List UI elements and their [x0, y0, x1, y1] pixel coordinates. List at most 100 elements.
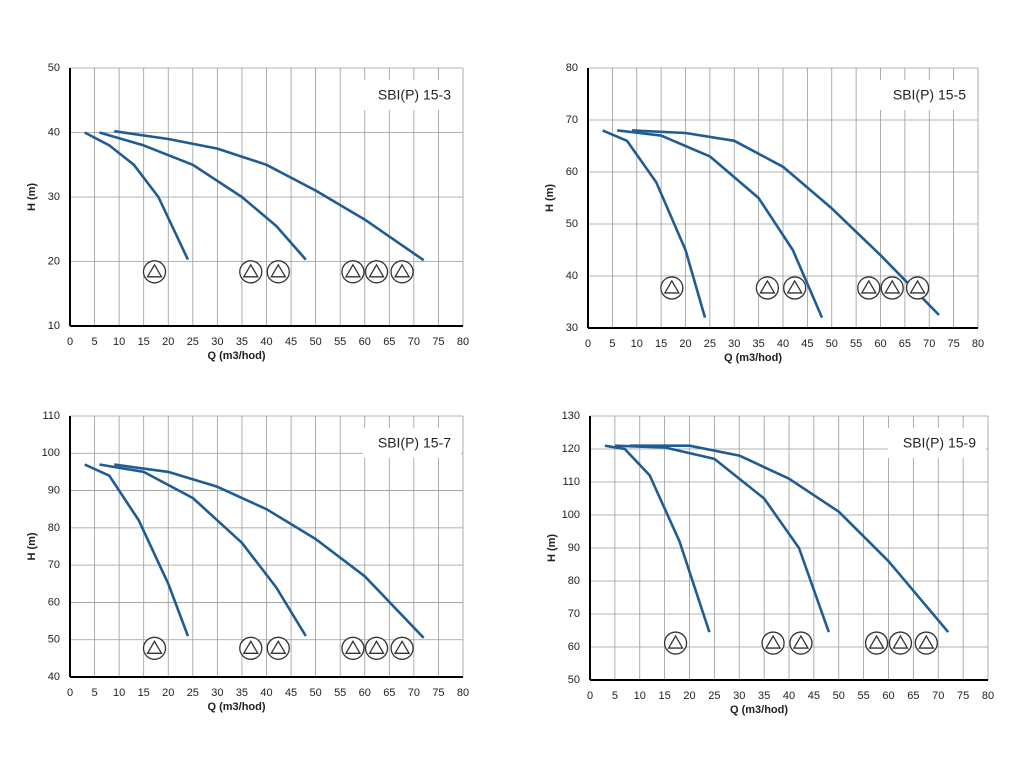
x-tick-label: 20 [162, 336, 174, 348]
x-tick-label: 50 [833, 690, 845, 702]
chart-title: SBI(P) 15-9 [903, 435, 976, 451]
y-axis-label: H (m) [544, 184, 556, 212]
title-box [888, 428, 986, 458]
x-tick-label: 65 [383, 687, 395, 699]
x-tick-label: 50 [310, 336, 322, 348]
x-tick-label: 75 [957, 690, 969, 702]
x-tick-label: 25 [187, 336, 199, 348]
y-tick-label: 50 [568, 674, 580, 686]
pump-curve [99, 463, 307, 637]
pump-symbol-triangle [393, 639, 411, 654]
x-tick-label: 50 [826, 338, 838, 350]
x-tick-label: 75 [948, 338, 960, 350]
x-tick-label: 80 [457, 336, 469, 348]
pump-curve [631, 129, 940, 316]
y-tick-label: 50 [566, 218, 578, 230]
title-box [363, 428, 461, 458]
x-tick-label: 40 [260, 687, 272, 699]
y-tick-label: 30 [566, 322, 578, 334]
y-tick-label: 20 [48, 255, 60, 267]
pump-symbol-triangle [909, 279, 926, 294]
x-tick-label: 60 [882, 690, 894, 702]
y-tick-label: 50 [48, 634, 60, 646]
pump-symbol-triangle [868, 634, 885, 649]
y-tick-label: 60 [568, 641, 580, 653]
pump-symbol-triangle [667, 634, 684, 649]
x-tick-label: 65 [383, 336, 395, 348]
x-axis-label: Q (m3/hod) [730, 704, 788, 716]
x-tick-label: 45 [285, 336, 297, 348]
x-tick-label: 20 [162, 687, 174, 699]
y-tick-label: 70 [48, 559, 60, 571]
x-tick-label: 25 [704, 338, 716, 350]
x-tick-label: 5 [609, 338, 615, 350]
y-tick-label: 70 [568, 608, 580, 620]
x-tick-label: 5 [92, 687, 98, 699]
y-tick-label: 110 [562, 476, 580, 488]
pump-curve [84, 463, 190, 637]
pump-symbol-triangle [663, 279, 680, 294]
x-tick-label: 30 [728, 338, 740, 350]
pump-symbol-triangle [270, 263, 287, 278]
x-tick-label: 75 [432, 687, 444, 699]
x-tick-label: 25 [187, 687, 199, 699]
pump-symbol-triangle [393, 263, 411, 278]
title-box [878, 80, 976, 110]
x-tick-label: 45 [808, 690, 820, 702]
y-tick-label: 80 [48, 522, 60, 534]
x-tick-label: 10 [113, 687, 125, 699]
x-tick-label: 40 [777, 338, 789, 350]
x-tick-label: 30 [211, 687, 223, 699]
x-tick-label: 55 [850, 338, 862, 350]
x-tick-label: 5 [612, 690, 618, 702]
x-tick-label: 40 [260, 336, 272, 348]
x-tick-label: 20 [683, 690, 695, 702]
title-box [363, 80, 461, 110]
x-tick-label: 0 [587, 690, 593, 702]
pump-symbol-triangle [146, 639, 163, 654]
y-tick-label: 120 [562, 443, 580, 455]
x-tick-label: 80 [457, 687, 469, 699]
x-tick-label: 35 [236, 336, 248, 348]
y-tick-label: 60 [48, 596, 60, 608]
x-tick-label: 80 [972, 338, 984, 350]
pump-symbol-triangle [368, 263, 385, 278]
x-tick-label: 0 [585, 338, 591, 350]
x-tick-label: 40 [783, 690, 795, 702]
x-tick-label: 0 [67, 336, 73, 348]
x-tick-label: 75 [432, 336, 444, 348]
y-tick-label: 70 [566, 114, 578, 126]
x-axis-label: Q (m3/hod) [724, 352, 782, 364]
chart-panel: 0 5 10 15 20 25 30 35 40 45 50 55 60 65 70 75 80 50 60 70 80… [546, 410, 994, 716]
x-tick-label: 60 [874, 338, 886, 350]
x-tick-label: 65 [907, 690, 919, 702]
x-axis-label: Q (m3/hod) [207, 350, 265, 362]
y-tick-label: 90 [568, 542, 580, 554]
x-tick-label: 15 [655, 338, 667, 350]
y-tick-label: 60 [566, 166, 578, 178]
pump-symbol-triangle [884, 279, 901, 294]
x-tick-label: 70 [923, 338, 935, 350]
x-tick-label: 35 [236, 687, 248, 699]
y-axis-label: H (m) [26, 183, 38, 211]
x-tick-label: 15 [138, 336, 150, 348]
x-tick-label: 55 [858, 690, 870, 702]
y-tick-label: 80 [568, 575, 580, 587]
pump-symbol-triangle [860, 279, 877, 294]
y-tick-label: 40 [48, 126, 60, 138]
pump-curve [114, 463, 425, 639]
y-tick-label: 50 [48, 62, 60, 74]
x-tick-label: 30 [211, 336, 223, 348]
pump-symbol-triangle [918, 634, 935, 649]
y-tick-label: 10 [48, 320, 60, 332]
pump-curve [617, 129, 824, 319]
x-tick-label: 10 [634, 690, 646, 702]
pump-symbol-triangle [146, 263, 163, 278]
x-tick-label: 55 [334, 687, 346, 699]
x-tick-label: 70 [408, 336, 420, 348]
pump-curve [99, 131, 307, 261]
y-tick-label: 40 [566, 270, 578, 282]
x-tick-label: 65 [899, 338, 911, 350]
chart-panel: 0 5 10 15 20 25 30 35 40 45 50 55 60 65 70 75 80 10 20 30 40… [26, 62, 469, 362]
x-tick-label: 70 [932, 690, 944, 702]
